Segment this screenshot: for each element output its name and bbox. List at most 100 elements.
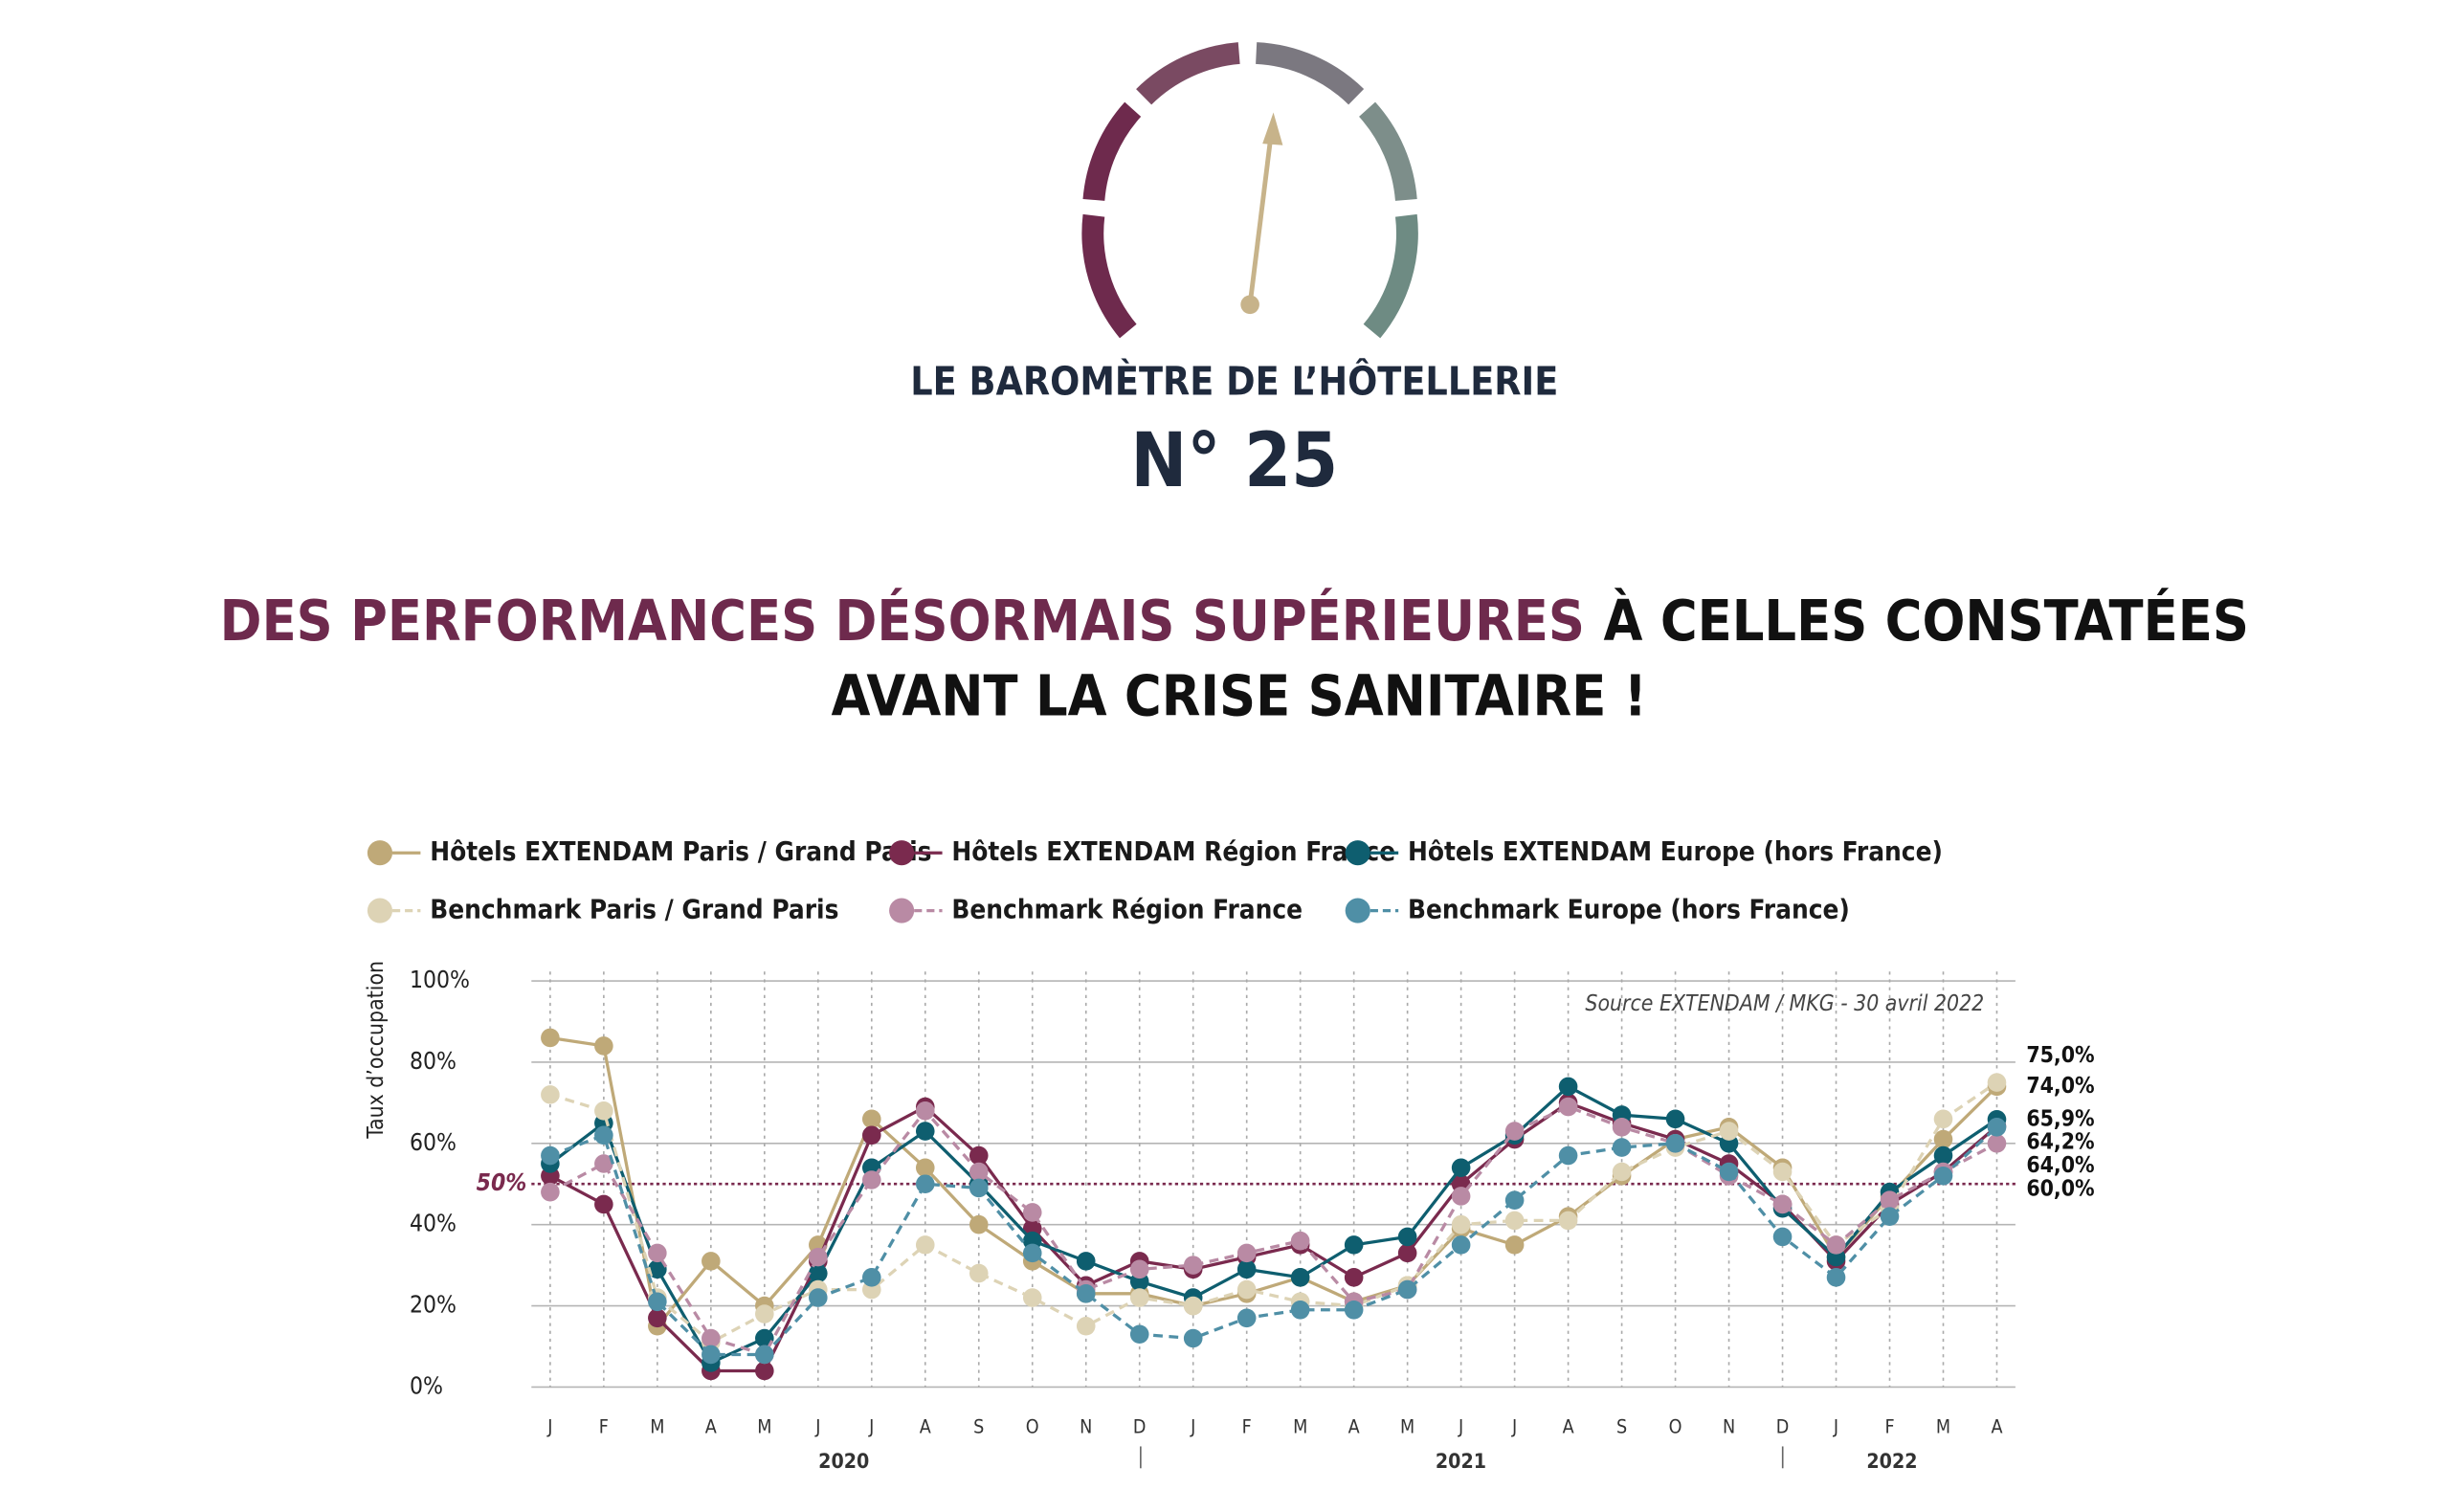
data-point <box>648 1243 667 1263</box>
data-point <box>809 1263 828 1283</box>
data-point <box>861 1125 881 1145</box>
data-point <box>809 1247 828 1267</box>
y-tick-label: 100% <box>410 966 470 993</box>
gauge-icon <box>1081 42 1418 339</box>
data-point <box>1933 1129 1953 1149</box>
x-tick-label: F <box>1242 1415 1252 1437</box>
data-point <box>1558 1145 1578 1166</box>
data-point <box>915 1158 935 1178</box>
series-line <box>549 1101 1998 1373</box>
data-point <box>1987 1118 2007 1137</box>
data-point <box>1397 1243 1417 1263</box>
data-point <box>1880 1190 1900 1210</box>
legend-marker <box>367 840 393 866</box>
y-axis-label: Taux d’occupation <box>364 961 389 1140</box>
y-tick-label: 40% <box>410 1210 457 1237</box>
x-tick-label: A <box>1348 1415 1360 1437</box>
data-point <box>1451 1214 1471 1234</box>
legend-label: Hôtels EXTENDAM Paris / Grand Paris <box>430 835 931 867</box>
end-value-label: 64,0% <box>2026 1153 2094 1178</box>
data-point <box>1451 1158 1471 1178</box>
legend-marker <box>1345 840 1370 866</box>
data-point <box>1933 1145 1953 1166</box>
data-point <box>1933 1109 1953 1129</box>
data-point <box>1290 1300 1310 1320</box>
data-point <box>1612 1138 1632 1157</box>
data-point <box>702 1345 721 1365</box>
x-tick-label: J <box>546 1415 552 1437</box>
data-point <box>1772 1194 1793 1214</box>
data-point <box>1290 1268 1310 1287</box>
data-point <box>1933 1166 1953 1186</box>
gauge-segment <box>1358 101 1417 202</box>
data-point <box>1344 1268 1364 1287</box>
data-point <box>1612 1162 1632 1182</box>
data-point <box>1558 1211 1578 1231</box>
x-tick-label: M <box>650 1415 664 1437</box>
data-point <box>1022 1288 1042 1307</box>
data-point <box>1504 1190 1525 1210</box>
x-tick-label: M <box>1400 1415 1414 1437</box>
data-point <box>648 1259 667 1279</box>
data-point <box>1236 1279 1257 1300</box>
data-point <box>1129 1259 1149 1279</box>
series-line <box>549 1035 1998 1330</box>
x-tick-label: N <box>1723 1415 1735 1437</box>
data-point <box>969 1162 989 1182</box>
end-value-label: 75,0% <box>2026 1043 2094 1068</box>
data-point <box>861 1109 881 1129</box>
gauge-segment <box>1363 213 1418 339</box>
legend-label: Hôtels EXTENDAM Europe (hors France) <box>1408 835 1943 867</box>
y-tick-label: 20% <box>410 1291 457 1319</box>
data-point <box>1290 1231 1310 1251</box>
y-tick-label: 60% <box>410 1128 457 1156</box>
data-point <box>1183 1328 1203 1348</box>
data-point <box>1022 1243 1042 1263</box>
data-point <box>1076 1284 1096 1303</box>
year-label: 2021 <box>1436 1450 1486 1474</box>
end-value-label: 74,0% <box>2026 1074 2094 1099</box>
data-point <box>1987 1073 2007 1092</box>
legend-marker <box>889 898 915 923</box>
gauge-segment <box>1255 42 1365 105</box>
data-point <box>594 1194 613 1214</box>
legend-marker <box>889 840 915 866</box>
x-tick-label: J <box>1833 1415 1838 1437</box>
data-point <box>1183 1256 1203 1275</box>
data-point <box>915 1235 935 1255</box>
data-point <box>1504 1211 1525 1231</box>
data-point <box>1076 1316 1096 1336</box>
gauge-needle <box>1247 127 1275 305</box>
headline-line2: AVANT LA CRISE SANITAIRE ! <box>832 662 1647 728</box>
data-point <box>1826 1268 1846 1287</box>
data-point <box>1344 1235 1364 1255</box>
data-point <box>1665 1109 1685 1129</box>
end-value-label: 65,9% <box>2026 1106 2094 1131</box>
data-point <box>1344 1300 1364 1320</box>
gauge-pivot <box>1240 295 1259 315</box>
gauge-segment <box>1082 101 1142 202</box>
data-point <box>1504 1235 1525 1255</box>
data-point <box>1451 1187 1471 1206</box>
headline-line1: DES PERFORMANCES DÉSORMAIS SUPÉRIEURES À … <box>220 588 2249 654</box>
data-point <box>1397 1227 1417 1247</box>
data-point <box>1558 1077 1578 1097</box>
y-tick-label: 0% <box>410 1371 443 1399</box>
data-point <box>969 1178 989 1198</box>
data-point <box>755 1345 774 1365</box>
headline-rest: À CELLES CONSTATÉES <box>1604 588 2249 654</box>
gauge-segment <box>1136 42 1240 105</box>
data-point <box>594 1101 613 1121</box>
data-point <box>969 1263 989 1283</box>
data-point <box>1612 1118 1632 1137</box>
x-tick-label: S <box>1616 1415 1627 1437</box>
reference-label: 50% <box>477 1168 527 1196</box>
data-point <box>1451 1235 1471 1255</box>
data-point <box>541 1182 560 1202</box>
data-point <box>969 1145 989 1166</box>
legend-label: Benchmark Europe (hors France) <box>1408 894 1850 925</box>
x-tick-label: J <box>1511 1415 1517 1437</box>
data-point <box>1772 1227 1793 1247</box>
